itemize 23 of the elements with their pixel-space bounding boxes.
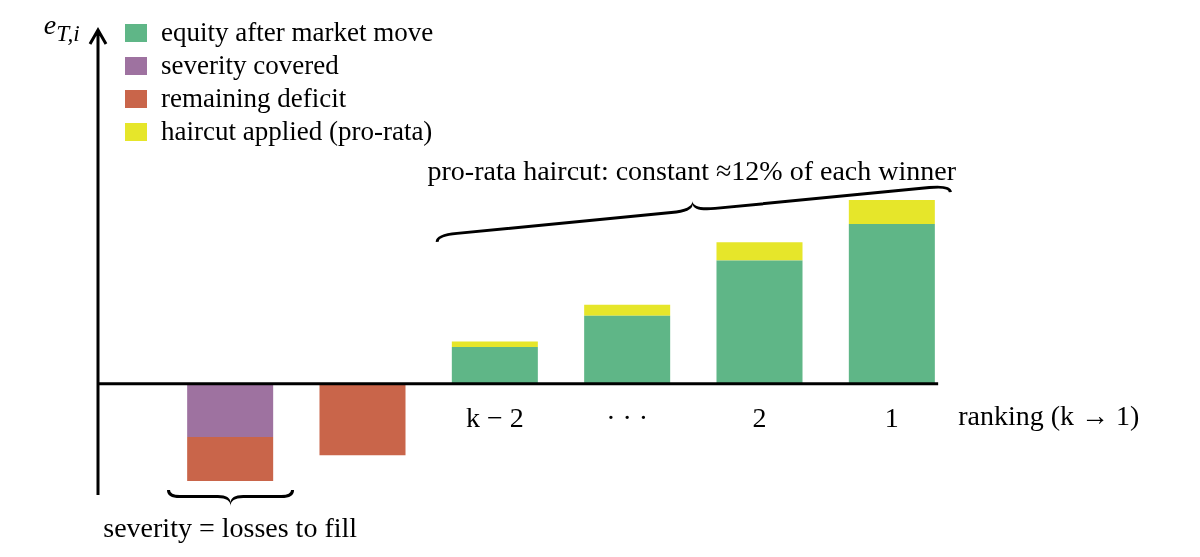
bar: [187, 436, 274, 481]
legend-label: haircut applied (pro-rata): [161, 115, 433, 148]
bar: [319, 383, 406, 456]
text: pro-rata haircut: constant ≈12% of each winner: [427, 155, 957, 188]
legend-label: severity covered: [161, 49, 339, 82]
bar: [716, 242, 803, 261]
x-axis-title: ranking (k → 1): [958, 400, 1140, 432]
x-tick-label: 1: [884, 402, 899, 434]
bar: [584, 315, 671, 384]
bar: [187, 383, 274, 437]
x-tick-label: k − 2: [465, 402, 524, 434]
bar: [451, 346, 538, 384]
bar: [716, 260, 803, 384]
text: e$_{T,i}$: [43, 9, 80, 47]
bar: [848, 223, 935, 384]
x-tick-label: 2: [752, 402, 767, 434]
x-tick-label: · · ·: [606, 402, 649, 434]
legend-label: equity after market move: [161, 16, 434, 49]
text: severity = losses to fill: [103, 512, 358, 544]
bar: [848, 200, 935, 224]
bar: [584, 304, 671, 316]
bar: [451, 341, 538, 347]
legend-label: remaining deficit: [161, 82, 347, 115]
